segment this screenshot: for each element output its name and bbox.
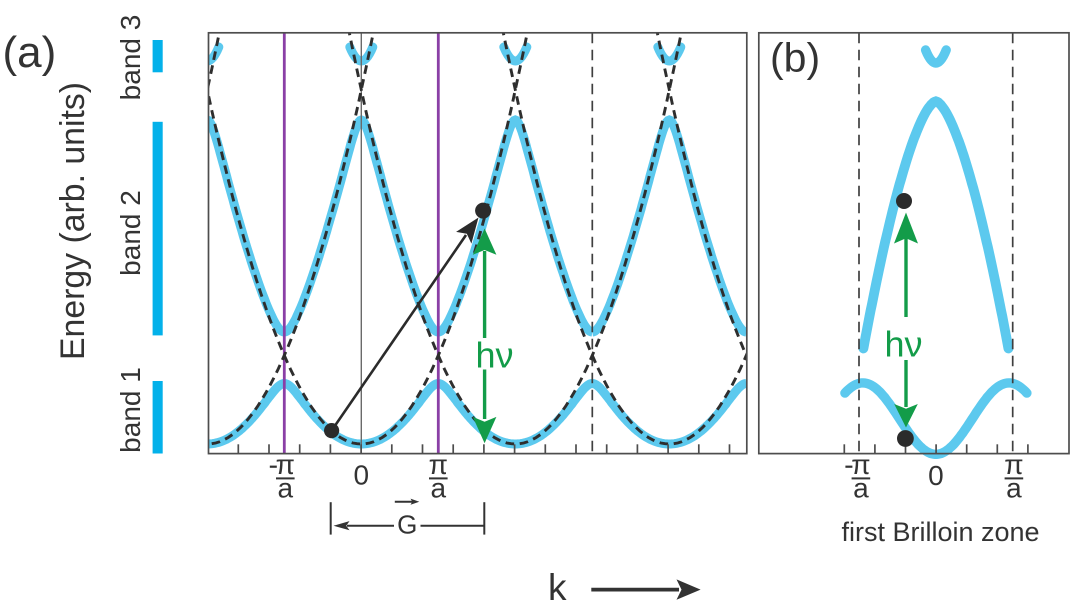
svg-text:Energy (arb. units): Energy (arb. units) — [54, 82, 92, 360]
svg-text:a: a — [853, 473, 869, 504]
svg-text:G: G — [397, 510, 417, 540]
svg-text:(b): (b) — [770, 35, 820, 81]
svg-text:π: π — [429, 449, 448, 480]
svg-text:0: 0 — [928, 460, 944, 491]
svg-text:band 2: band 2 — [115, 190, 146, 276]
svg-text:band 1: band 1 — [115, 367, 146, 453]
svg-text:a: a — [278, 473, 294, 504]
svg-text:π: π — [276, 449, 295, 480]
svg-text:first Brilloin zone: first Brilloin zone — [841, 517, 1039, 547]
svg-text:a: a — [431, 473, 447, 504]
svg-text:0: 0 — [354, 460, 370, 491]
svg-text:π: π — [1004, 449, 1023, 480]
svg-text:π: π — [851, 449, 870, 480]
svg-text:a: a — [1006, 473, 1022, 504]
svg-text:band 3: band 3 — [115, 15, 146, 101]
svg-text:hν: hν — [885, 324, 923, 365]
svg-text:hν: hν — [476, 335, 514, 376]
svg-text:(a): (a) — [3, 28, 57, 77]
svg-text:k: k — [548, 567, 567, 608]
